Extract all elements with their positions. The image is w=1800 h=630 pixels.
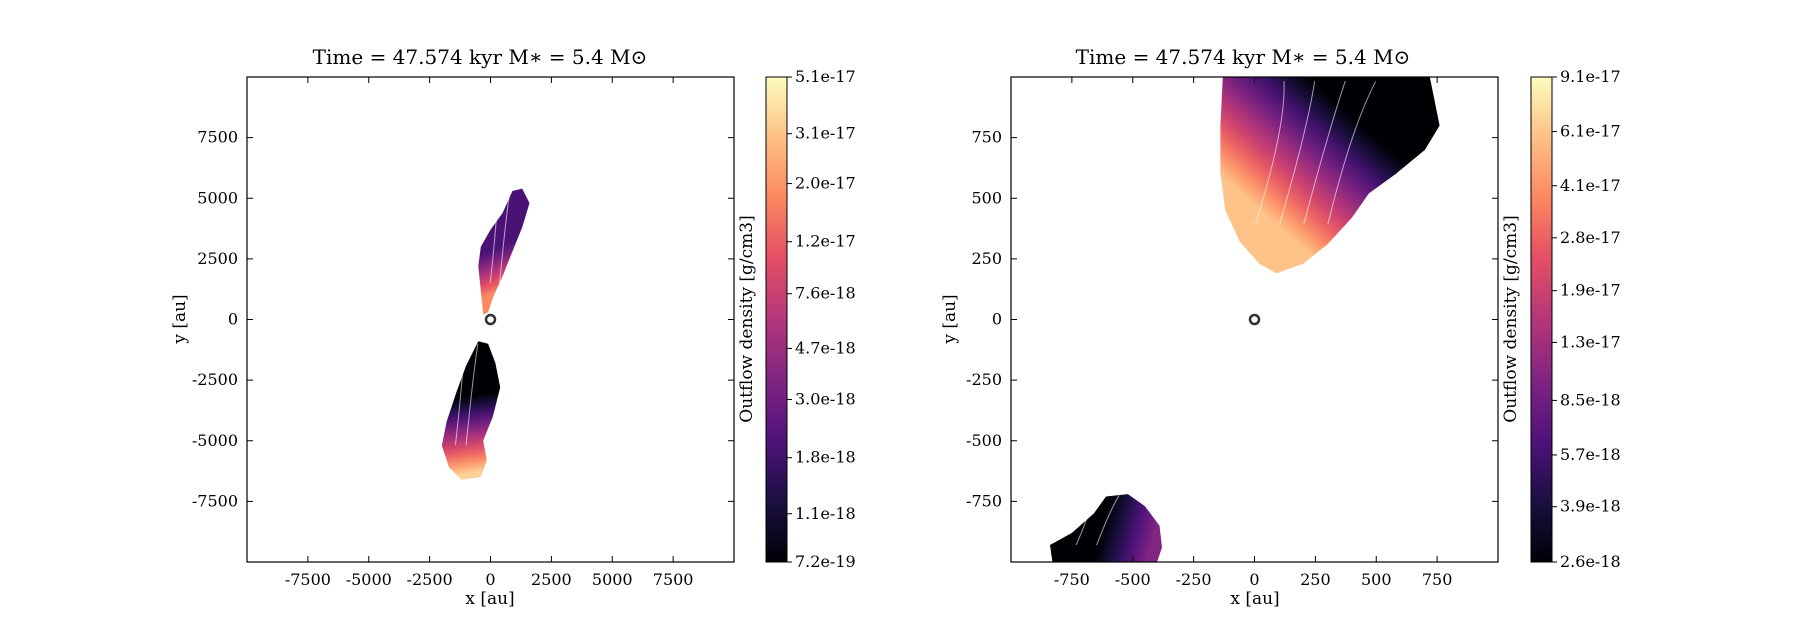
- streamline: [1254, 80, 1285, 225]
- density-region-lower: [441, 341, 501, 480]
- y-tick-label: -750: [966, 491, 1002, 510]
- panel-left-star-marker: [484, 313, 497, 326]
- panel-left-x-axis-label: x [au]: [465, 589, 514, 609]
- x-tick-label: 750: [1422, 570, 1453, 589]
- panel-left-y-ticks: -7500 -5000 -2500 0 2500 5000 7500: [192, 128, 734, 510]
- panel-right-x-ticks: -750 -500 -250 0 250 500 750: [1054, 77, 1453, 589]
- panel-left-colorbar-label: Outflow density [g/cm3]: [737, 215, 757, 422]
- density-region-upper: [478, 188, 530, 315]
- colorbar-tick-label: 2.8e-17: [1560, 228, 1621, 247]
- x-tick-label: 2500: [531, 570, 572, 589]
- colorbar-tick-label: 2.0e-17: [795, 174, 856, 193]
- streamline: [1303, 80, 1346, 225]
- colorbar-tick-label: 1.9e-17: [1560, 281, 1621, 300]
- streamline: [489, 191, 499, 284]
- panel-left-colorbar-ticks: 7.2e-19 1.1e-18 1.8e-18 3.0e-18 4.7e-18 7.6e-…: [787, 67, 856, 571]
- panel-right-star-marker: [1248, 313, 1261, 326]
- x-tick-label: 500: [1361, 570, 1392, 589]
- panel-right-streamlines: [1075, 80, 1377, 546]
- colorbar-tick-label: 4.7e-18: [795, 338, 856, 357]
- colorbar-tick-label: 8.5e-18: [1560, 390, 1621, 409]
- x-tick-label: -500: [1115, 570, 1151, 589]
- x-tick-label: -7500: [285, 570, 331, 589]
- colorbar-tick-label: 6.1e-17: [1560, 122, 1621, 141]
- x-tick-label: -5000: [346, 570, 392, 589]
- y-tick-label: -250: [966, 370, 1002, 389]
- x-tick-label: -250: [1176, 570, 1212, 589]
- x-tick-label: 5000: [592, 570, 633, 589]
- y-tick-label: 750: [971, 128, 1002, 147]
- colorbar-tick-label: 3.9e-18: [1560, 497, 1621, 516]
- panel-right: Time = 47.574 kyr M∗ = 5.4 M⊙ -750 -500 -2…: [940, 45, 1621, 609]
- streamline: [465, 344, 479, 446]
- panel-left-plot-frame: [246, 76, 735, 563]
- colorbar-tick-label: 9.1e-17: [1560, 67, 1621, 86]
- panel-right-regions: [1050, 77, 1440, 562]
- panel-right-y-ticks: -750 -500 -250 0 250 500 750: [966, 128, 1498, 510]
- panel-left-title: Time = 47.574 kyr M∗ = 5.4 M⊙: [313, 45, 648, 69]
- panel-right-colorbar-ticks: 2.6e-18 3.9e-18 5.7e-18 8.5e-18 1.3e-17 1.9e-…: [1552, 67, 1621, 571]
- colorbar-tick-label: 7.2e-19: [795, 552, 856, 571]
- y-tick-label: 500: [971, 188, 1002, 207]
- density-region-upper: [1220, 77, 1440, 274]
- panel-right-colorbar-label: Outflow density [g/cm3]: [1501, 215, 1521, 422]
- colorbar-tick-label: 1.2e-17: [795, 232, 856, 251]
- colorbar-tick-label: 3.0e-18: [795, 390, 856, 409]
- panel-right-x-axis-label: x [au]: [1230, 589, 1279, 609]
- streamline: [1096, 495, 1120, 546]
- colorbar-tick-label: 5.7e-18: [1560, 445, 1621, 464]
- panel-left-streamlines: [454, 190, 511, 446]
- panel-left-regions: [441, 188, 530, 480]
- streamline: [499, 190, 511, 284]
- streamline: [1279, 80, 1316, 225]
- colorbar-tick-label: 2.6e-18: [1560, 552, 1621, 571]
- y-tick-label: 0: [992, 310, 1002, 329]
- panel-left-x-ticks: -7500 -5000 -2500 0 2500 5000 7500: [285, 77, 694, 589]
- colorbar-tick-label: 1.1e-18: [795, 504, 856, 523]
- y-tick-label: -500: [966, 431, 1002, 450]
- x-tick-label: -2500: [407, 570, 453, 589]
- y-tick-label: -5000: [192, 431, 238, 450]
- panel-left: Time = 47.574 kyr M∗ = 5.4 M⊙ -7500 -5000…: [170, 45, 856, 609]
- y-tick-label: 5000: [197, 188, 238, 207]
- streamline: [1327, 80, 1377, 225]
- panel-left-y-axis-label: y [au]: [170, 294, 190, 344]
- streamline: [1075, 495, 1094, 546]
- x-tick-label: -750: [1054, 570, 1090, 589]
- y-tick-label: -7500: [192, 491, 238, 510]
- panel-left-colorbar: [765, 76, 788, 563]
- panel-right-title: Time = 47.574 kyr M∗ = 5.4 M⊙: [1076, 45, 1411, 69]
- y-tick-label: 0: [228, 310, 238, 329]
- colorbar-tick-label: 1.8e-18: [795, 448, 856, 467]
- y-tick-label: 250: [971, 249, 1002, 268]
- x-tick-label: 7500: [653, 570, 694, 589]
- x-tick-label: 0: [485, 570, 495, 589]
- y-tick-label: 2500: [197, 249, 238, 268]
- colorbar-tick-label: 4.1e-17: [1560, 176, 1621, 195]
- x-tick-label: 0: [1249, 570, 1259, 589]
- panel-right-colorbar: [1530, 76, 1553, 563]
- x-tick-label: 250: [1300, 570, 1331, 589]
- colorbar-tick-label: 3.1e-17: [795, 124, 856, 143]
- streamline: [454, 344, 465, 446]
- colorbar-tick-label: 1.3e-17: [1560, 332, 1621, 351]
- y-tick-label: 7500: [197, 128, 238, 147]
- colorbar-tick-label: 7.6e-18: [795, 284, 856, 303]
- density-region-lower: [1050, 494, 1162, 562]
- y-tick-label: -2500: [192, 370, 238, 389]
- panel-right-y-axis-label: y [au]: [940, 294, 960, 344]
- colorbar-tick-label: 5.1e-17: [795, 67, 856, 86]
